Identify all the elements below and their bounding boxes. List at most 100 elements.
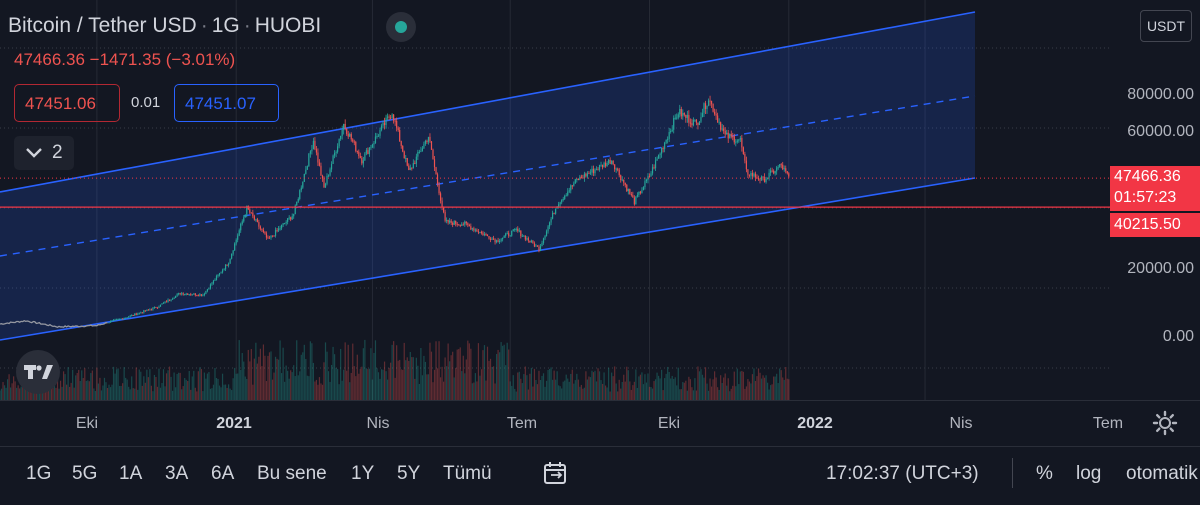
volume-bar [580, 384, 582, 400]
volume-bar [436, 368, 439, 400]
percent-scale-button[interactable]: % [1036, 463, 1053, 484]
range-button-ytd[interactable]: Bu sene [257, 463, 327, 484]
volume-bar [220, 387, 222, 400]
symbol-title[interactable]: Bitcoin / Tether USD · 1G · HUOBI [8, 14, 322, 37]
candle-body [517, 228, 519, 231]
symbol-name[interactable]: Bitcoin / Tether USD [8, 14, 197, 37]
volume-bar [317, 384, 319, 400]
time-tick-label: Eki [657, 415, 681, 432]
candle-body [290, 217, 292, 220]
volume-bar [252, 384, 254, 400]
candle-body [152, 307, 154, 310]
candle-body [244, 214, 246, 218]
volume-bar [2, 382, 4, 400]
indicators-collapse-button[interactable]: 2 [14, 136, 74, 170]
candle-body [782, 164, 784, 170]
volume-bar [706, 383, 708, 400]
volume-bar [486, 346, 489, 400]
volume-bar [485, 380, 487, 400]
log-scale-button[interactable]: log [1076, 463, 1102, 484]
volume-bar [253, 358, 255, 400]
volume-bar [710, 386, 713, 400]
range-button-1a[interactable]: 1A [119, 463, 143, 484]
price-line-tag[interactable]: 40215.50 [1110, 213, 1200, 237]
volume-bar [211, 388, 213, 400]
candle-body [654, 160, 657, 169]
volume-bar [489, 358, 492, 400]
candle-body [438, 183, 440, 194]
range-button-all[interactable]: Tümü [443, 463, 492, 484]
candle-body [258, 222, 260, 227]
candle-body [315, 149, 318, 153]
candle-body [659, 153, 661, 156]
candle-body [742, 147, 744, 154]
currency-button[interactable]: USDT [1140, 10, 1192, 42]
candle-body [464, 221, 466, 225]
volume-bar [84, 368, 86, 400]
candle-body [718, 122, 720, 124]
volume-bar [114, 373, 116, 400]
market-status-icon[interactable] [386, 12, 416, 42]
volume-bar [686, 390, 688, 400]
volume-bar [530, 367, 533, 400]
volume-bar [424, 361, 427, 400]
price-chart[interactable] [0, 0, 1112, 400]
sell-button[interactable]: 47451.06 [14, 84, 120, 122]
candle-body [470, 226, 472, 230]
calendar-range-icon[interactable] [542, 460, 570, 488]
volume-bar [665, 373, 667, 400]
time-tick-label: Tem [1092, 415, 1124, 432]
volume-bar [353, 366, 355, 400]
volume-bar [321, 384, 324, 400]
price-axis[interactable]: 80000.00 60000.00 20000.00 0.00 [1112, 0, 1200, 400]
volume-bar [685, 380, 687, 400]
candle-body [757, 177, 760, 180]
candle-body [568, 190, 570, 192]
volume-bar [147, 377, 149, 400]
volume-bar [393, 341, 395, 400]
buy-button[interactable]: 47451.07 [174, 84, 279, 122]
volume-bar [178, 372, 180, 400]
volume-bar [600, 380, 602, 400]
interval[interactable]: 1G [211, 14, 240, 37]
volume-bar [402, 369, 404, 400]
volume-bar [430, 351, 433, 400]
candle-body [390, 117, 392, 119]
range-button-6a[interactable]: 6A [211, 463, 235, 484]
gear-icon[interactable] [1152, 410, 1178, 436]
candle-body [414, 163, 416, 165]
volume-bar [382, 369, 384, 400]
clock-timezone[interactable]: 17:02:37 (UTC+3) [826, 463, 979, 484]
auto-scale-button[interactable]: otomatik [1126, 463, 1198, 484]
volume-bar [185, 379, 187, 400]
candle-body [576, 178, 578, 180]
volume-bar [403, 342, 405, 400]
volume-bar [144, 382, 146, 400]
volume-bar [391, 344, 393, 400]
range-button-5g[interactable]: 5G [72, 463, 98, 484]
volume-bar [659, 378, 661, 400]
candle-body [323, 178, 325, 188]
candle-body [521, 235, 523, 237]
range-button-1g[interactable]: 1G [26, 463, 52, 484]
candle-body [282, 223, 284, 225]
volume-bar [184, 378, 186, 400]
candle-body [779, 164, 781, 168]
range-button-1y[interactable]: 1Y [351, 463, 375, 484]
time-axis[interactable]: Eki 2021 Nis Tem Eki 2022 Nis Tem [0, 400, 1200, 447]
candle-body [418, 151, 420, 153]
tradingview-logo-icon[interactable] [16, 350, 60, 394]
range-button-3a[interactable]: 3A [165, 463, 189, 484]
candle-body [579, 176, 581, 181]
volume-bar [535, 379, 537, 400]
volume-bar [262, 344, 265, 400]
candle-body [137, 313, 139, 315]
volume-bar [78, 369, 80, 400]
candle-body [614, 164, 616, 170]
volume-bar [464, 373, 466, 400]
volume-bar [181, 389, 183, 400]
volume-bar [285, 365, 287, 400]
candle-body [494, 239, 496, 243]
chart-area[interactable] [0, 0, 1112, 400]
range-button-5y[interactable]: 5Y [397, 463, 421, 484]
